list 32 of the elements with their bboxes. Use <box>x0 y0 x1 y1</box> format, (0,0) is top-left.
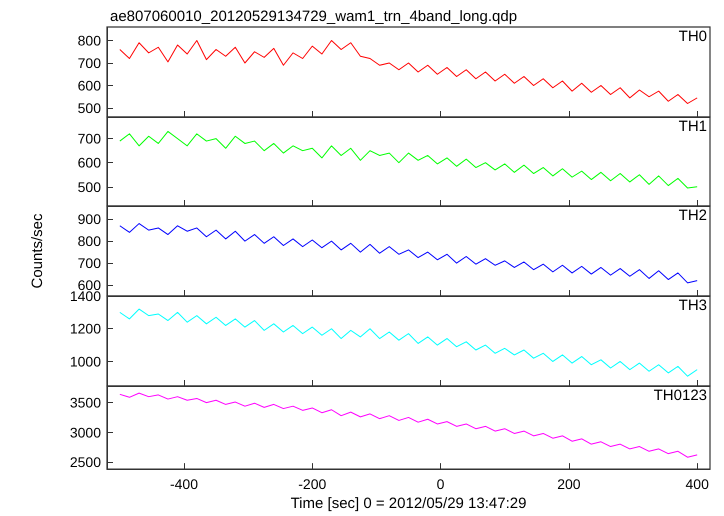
y-tick-label: 800 <box>78 233 102 250</box>
text: TH1 <box>678 118 708 135</box>
x-tick-label: 200 <box>557 476 581 492</box>
y-tick-label: 3000 <box>70 424 102 440</box>
y-tick-label: 500 <box>78 100 102 116</box>
y-tick-label: 600 <box>78 78 102 94</box>
y-tick-label: 500 <box>78 178 102 195</box>
line-series <box>119 308 698 377</box>
text: TH0 <box>678 28 708 45</box>
text: TH2 <box>678 207 708 224</box>
y-tick-label: 900 <box>78 211 102 228</box>
y-tick-label: 2500 <box>70 454 102 470</box>
x-tick-label: -400 <box>170 476 198 492</box>
y-tick-label: 3500 <box>70 394 102 411</box>
y-axis-title: Counts/sec <box>29 212 46 289</box>
y-tick-label: 700 <box>78 55 102 71</box>
text: TH3 <box>678 297 708 314</box>
y-tick-label: 1200 <box>70 320 102 337</box>
x-axis-title: Time [sec] 0 = 2012/05/29 13:47:29 <box>290 495 526 512</box>
y-tick-label: 700 <box>78 130 102 147</box>
y-tick-label: 700 <box>78 255 102 272</box>
line-series <box>119 130 698 188</box>
line-series <box>119 223 698 284</box>
x-tick-label: 400 <box>685 476 710 492</box>
x-tick-label: 0 <box>436 476 445 492</box>
y-tick-label: 800 <box>78 32 102 48</box>
y-tick-label: 600 <box>78 154 102 171</box>
text: TH0123 <box>654 387 708 404</box>
line-series <box>119 40 698 104</box>
chart-title: ae807060010_20120529134729_wam1_trn_4band_long.qdp <box>110 8 518 25</box>
y-tick-label: 1000 <box>70 353 102 370</box>
x-tick-label: -200 <box>298 476 326 492</box>
